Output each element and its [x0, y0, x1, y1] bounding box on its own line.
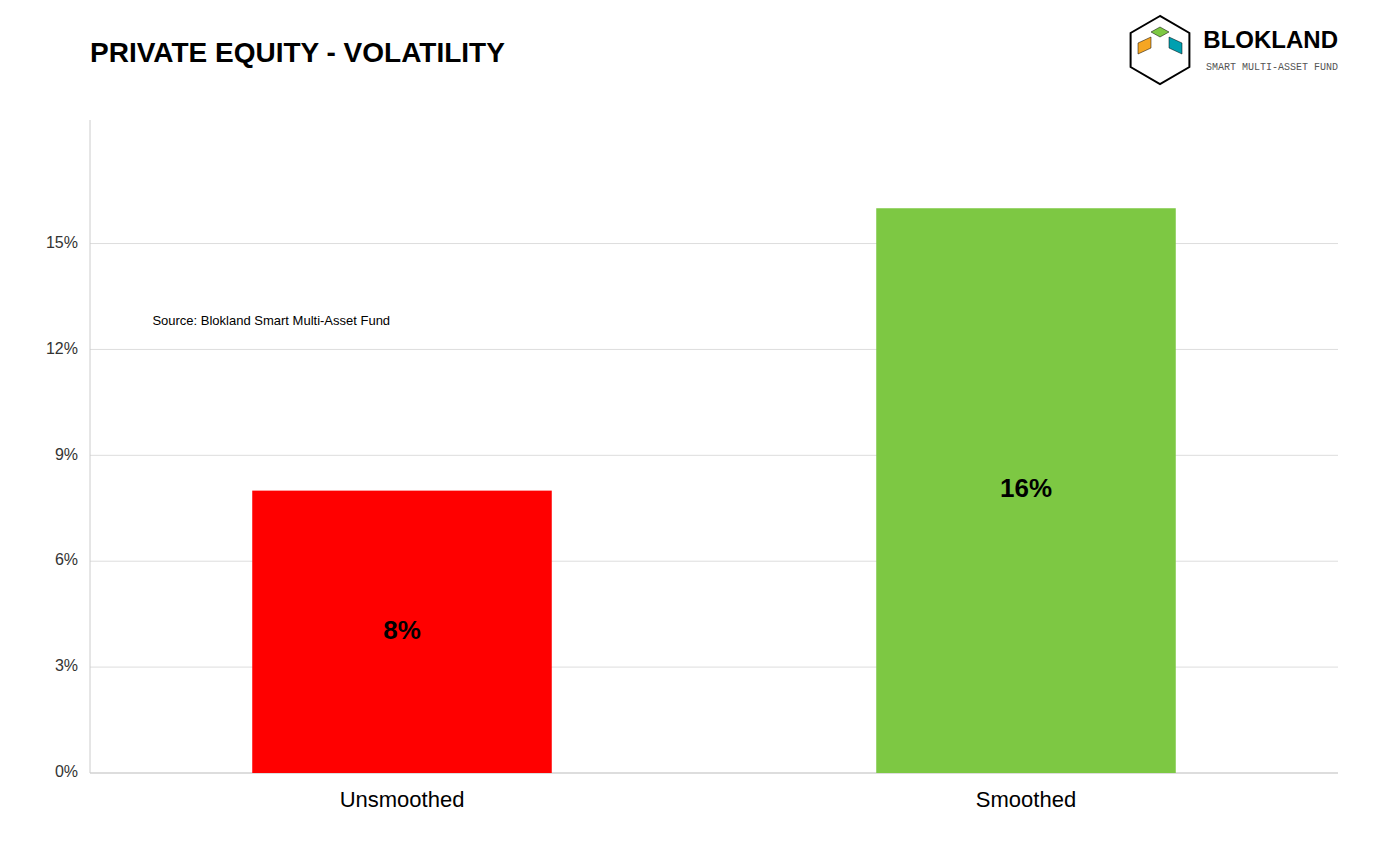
y-axis-line	[90, 120, 91, 773]
y-tick-label: 3%	[55, 657, 78, 674]
source-annotation: Source: Blokland Smart Multi-Asset Fund	[152, 313, 390, 328]
x-ticks: Unsmoothed Smoothed	[340, 787, 1077, 812]
data-label: 16%	[1000, 473, 1052, 503]
y-tick-label: 9%	[55, 446, 78, 463]
bar	[252, 491, 552, 773]
data-labels: 8% 16%	[383, 473, 1052, 644]
logo-mark	[1131, 16, 1190, 84]
data-label: 8%	[383, 615, 421, 645]
y-tick-label: 12%	[46, 340, 78, 357]
y-tick-label: 6%	[55, 551, 78, 568]
logo-hexagon	[1131, 16, 1190, 84]
logo-cube	[1151, 27, 1169, 37]
y-tick-label: 0%	[55, 763, 78, 780]
bars	[252, 208, 1176, 773]
x-tick-label: Unsmoothed	[340, 787, 465, 812]
logo-cube	[1169, 37, 1182, 54]
logo-text: BLOKLAND	[1203, 26, 1338, 53]
bar	[876, 208, 1176, 773]
chart-svg: 0% 3% 6% 9% 12% 15% 8% 16% Unsmoothed Smoothed PRI…	[0, 0, 1378, 843]
logo-subtext: SMART MULTI-ASSET FUND	[1206, 62, 1338, 73]
y-tick-label: 15%	[46, 234, 78, 251]
background	[0, 0, 1378, 843]
y-ticks: 0% 3% 6% 9% 12% 15%	[46, 234, 78, 780]
x-tick-label: Smoothed	[976, 787, 1076, 812]
chart-container: 0% 3% 6% 9% 12% 15% 8% 16% Unsmoothed Smoothed PRI…	[0, 0, 1378, 843]
title: PRIVATE EQUITY - VOLATILITY	[90, 37, 505, 68]
logo-cube	[1138, 37, 1151, 54]
